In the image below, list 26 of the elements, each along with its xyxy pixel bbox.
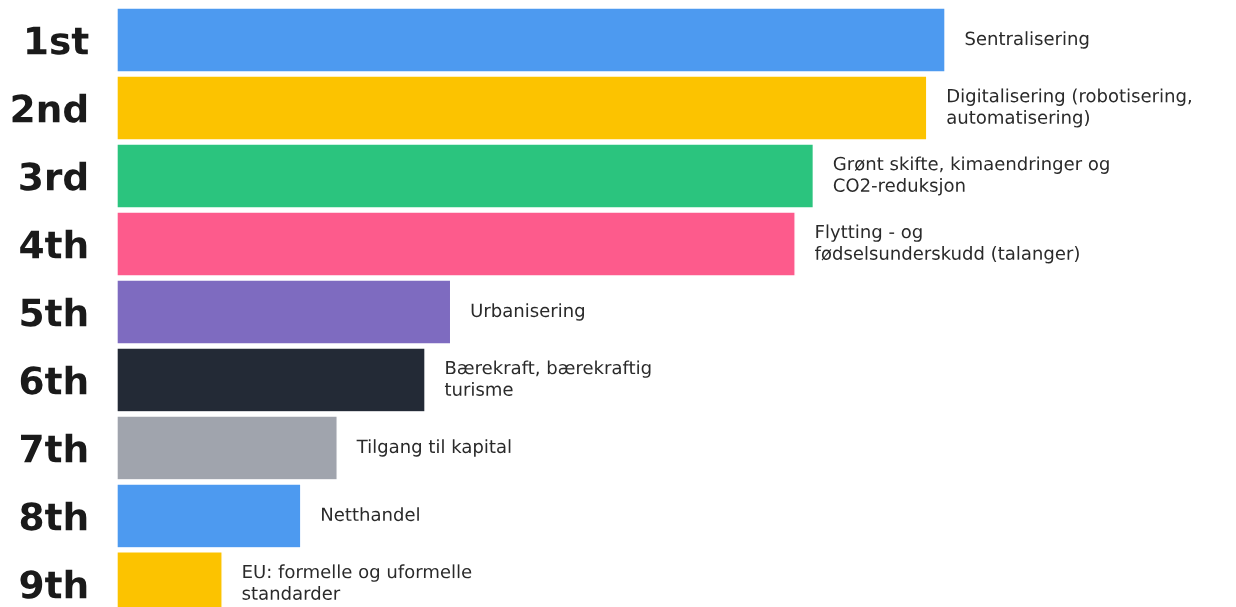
annotation: Bærekraft, bærekraftig turisme: [444, 360, 651, 396]
bar: [117, 347, 426, 413]
y-tick-label: 1st: [27, 26, 89, 55]
y-tick-label: 3rd: [20, 161, 87, 191]
annotation: Netthandel: [322, 507, 419, 522]
bar: [117, 211, 796, 277]
annotation: Sentralisering: [965, 31, 1089, 49]
bar: [117, 279, 452, 345]
annotation: Grønt skifte, kimaendringer og CO2-reduksjon: [833, 156, 1109, 196]
y-tick-label: 8th: [20, 501, 87, 531]
y-tick-label: 7th: [21, 433, 87, 463]
bar: [117, 483, 302, 549]
bar: [117, 8, 946, 73]
annotation: Flytting - og fødselsunderskudd (talanger): [814, 224, 1079, 264]
y-tick-label: 2nd: [12, 93, 87, 123]
y-tick-label: 9th: [20, 569, 87, 599]
y-tick-label: 4th: [20, 229, 87, 259]
bar: [117, 75, 928, 141]
bar: [117, 415, 338, 481]
annotation: Digitalisering (robotisering, automatisering): [947, 88, 1191, 128]
annotation: Tilgang til kapital: [356, 439, 511, 457]
y-tick-label: 6th: [20, 365, 87, 395]
bar: [117, 143, 815, 209]
annotation: EU: formelle og uformelle standarder: [242, 564, 472, 600]
annotation: Urbanisering: [471, 303, 584, 321]
y-tick-label: 5th: [21, 297, 87, 327]
